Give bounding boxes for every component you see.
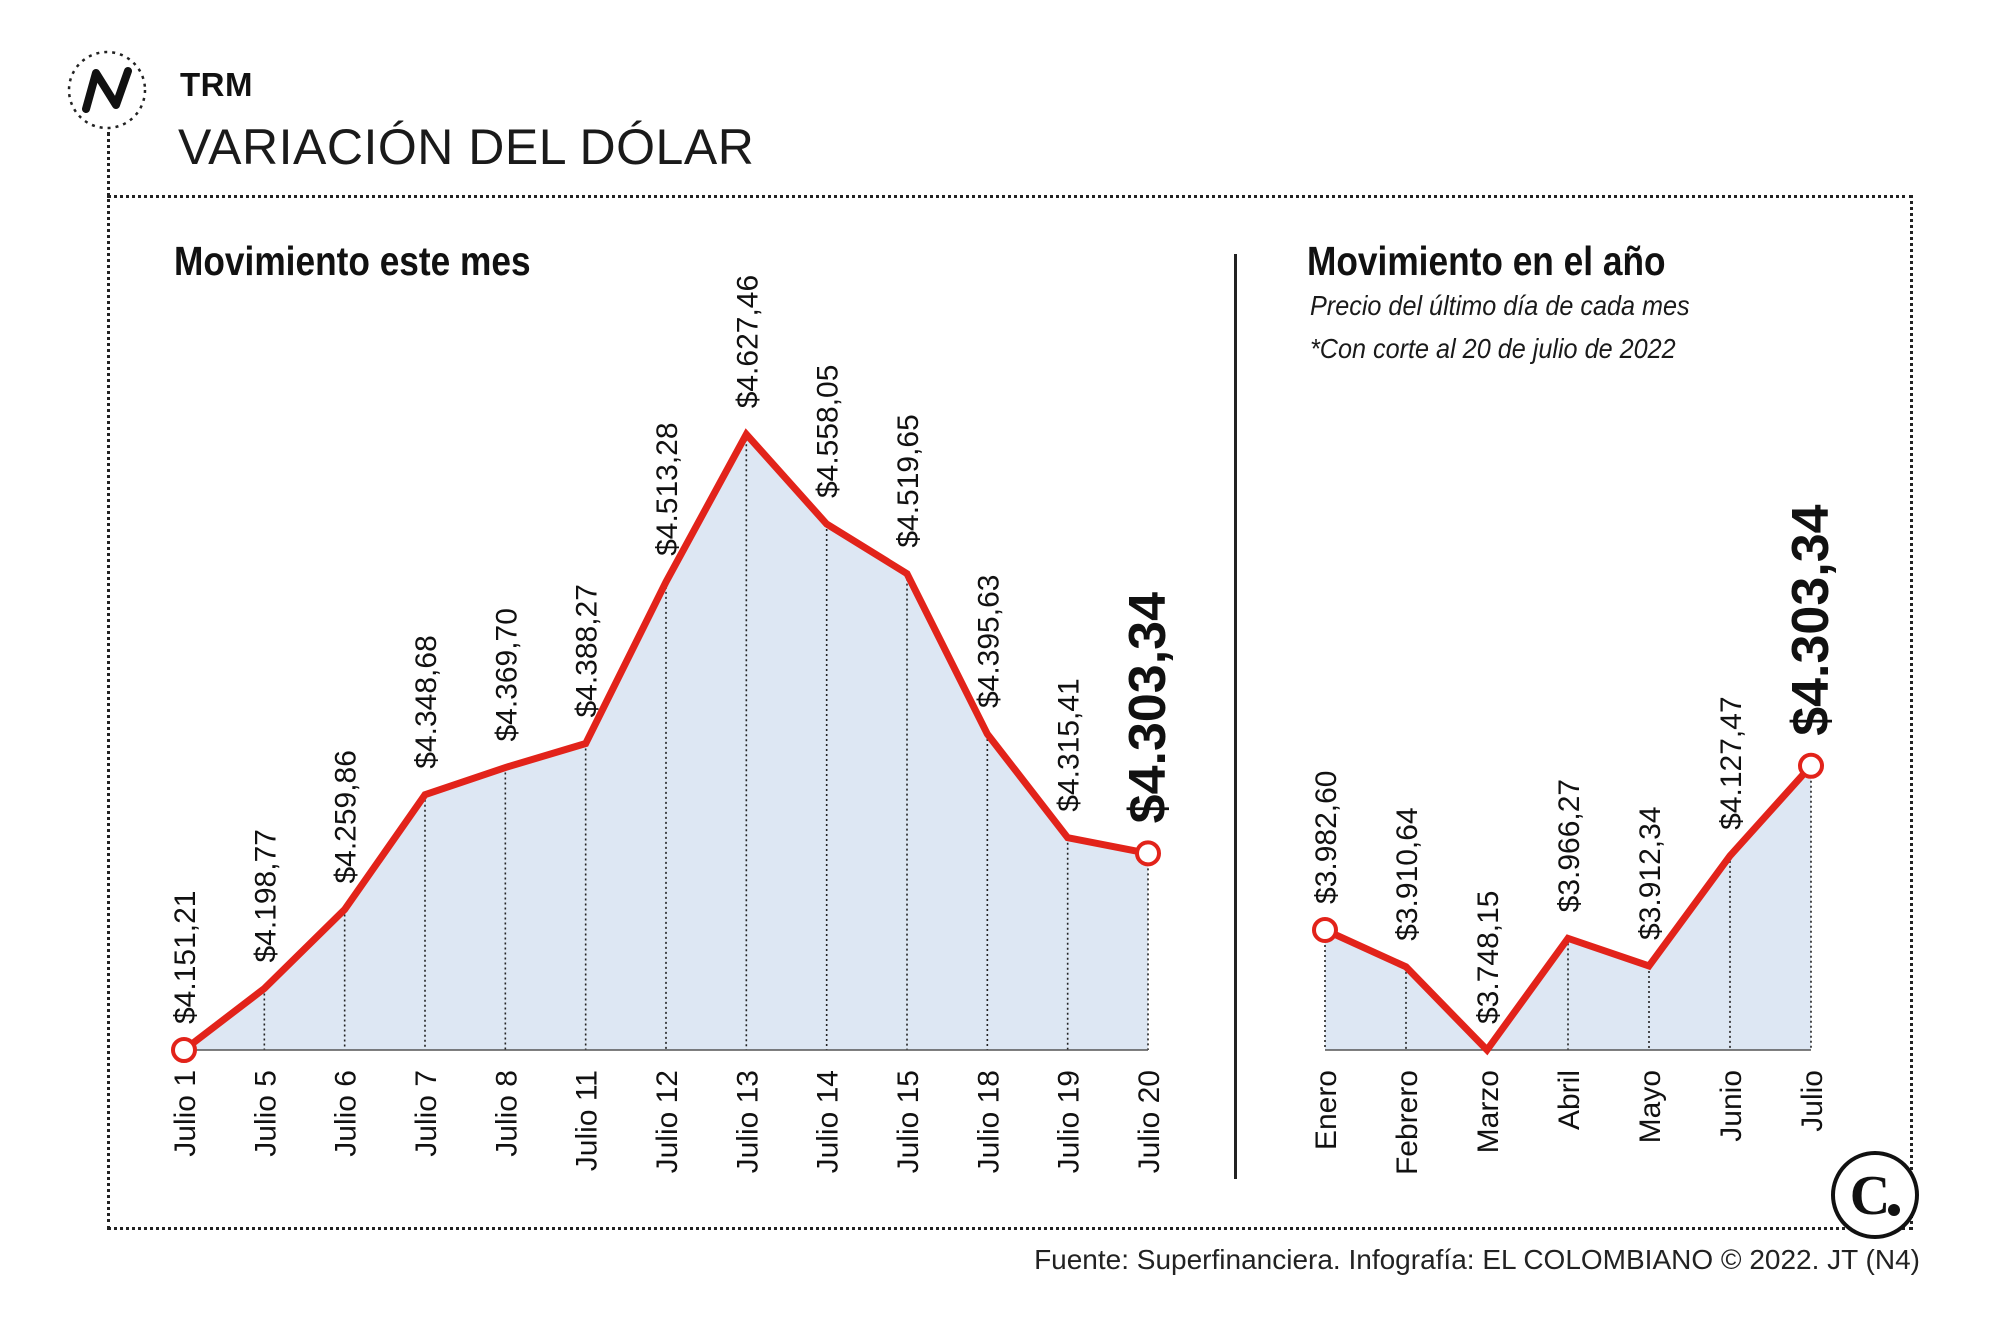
category-label: Enero: [1310, 1070, 1343, 1150]
category-label: Junio: [1715, 1070, 1748, 1142]
data-label: $4.198,77: [249, 829, 282, 962]
category-label: Julio 5: [249, 1070, 282, 1157]
data-label: $4.303,34: [1119, 592, 1177, 823]
category-label: Mayo: [1634, 1070, 1667, 1143]
data-label: $4.303,34: [1782, 504, 1840, 735]
year-chart-note: Precio del último día de cada mes: [1310, 290, 1690, 321]
data-label: $4.259,86: [330, 750, 363, 883]
year-area-chart: $3.982,60 $3.910,64 $3.748,15 $3.966,27 $3.9…: [1310, 504, 1840, 1175]
data-label: $4.519,65: [892, 414, 925, 547]
category-label: Abril: [1553, 1070, 1586, 1130]
trend-line-icon: [67, 50, 147, 130]
source-credit: Fuente: Superfinanciera. Infografía: EL …: [1034, 1244, 1920, 1275]
svg-text:C: C: [1850, 1165, 1890, 1227]
category-label: Julio 13: [731, 1070, 764, 1173]
endpoint-marker: [1798, 752, 1824, 779]
endpoint-marker: [1135, 840, 1161, 867]
el-colombiano-logo: C: [1831, 1151, 1919, 1239]
data-label: $4.395,63: [972, 575, 1005, 708]
section-kicker: TRM: [180, 66, 253, 103]
data-label: $3.966,27: [1553, 779, 1586, 912]
data-label: $3.912,34: [1634, 806, 1667, 939]
category-label: Julio: [1796, 1070, 1829, 1132]
category-label: Julio 1: [169, 1070, 202, 1157]
data-label: $4.127,47: [1715, 696, 1748, 829]
panel-divider: [1234, 254, 1237, 1179]
data-label: $4.315,41: [1053, 678, 1086, 811]
data-label: $3.982,60: [1310, 771, 1343, 904]
month-area-chart: $4.151,21 $4.198,77 $4.259,86 $4.348,68 $4.3…: [169, 275, 1177, 1174]
category-label: Julio 19: [1053, 1070, 1086, 1173]
year-chart-footnote: *Con corte al 20 de julio de 2022: [1310, 333, 1676, 364]
data-label: $4.369,70: [490, 608, 523, 741]
month-chart-title: Movimiento este mes: [174, 238, 531, 284]
category-label: Julio 7: [410, 1070, 443, 1157]
data-label: $4.388,27: [571, 584, 604, 717]
frame-border-left: [107, 132, 110, 1230]
data-label: $4.627,46: [731, 275, 764, 408]
category-label: Febrero: [1391, 1070, 1424, 1175]
page-title: VARIACIÓN DEL DÓLAR: [178, 119, 755, 175]
chart-frame: [107, 195, 1913, 1230]
category-label: Marzo: [1472, 1070, 1505, 1153]
data-label: $4.558,05: [812, 365, 845, 498]
data-label: $4.513,28: [651, 422, 684, 555]
category-label: Julio 14: [812, 1070, 845, 1173]
endpoint-marker: [1312, 916, 1338, 943]
data-label: $3.910,64: [1391, 807, 1424, 940]
series-line: [1323, 763, 1814, 1056]
category-label: Julio 6: [330, 1070, 363, 1157]
category-label: Julio 11: [571, 1070, 604, 1171]
category-label: Julio 18: [972, 1070, 1005, 1173]
endpoint-marker: [171, 1037, 197, 1063]
data-label: $4.151,21: [169, 891, 202, 1024]
series-line: [181, 428, 1149, 1053]
data-label: $4.348,68: [410, 635, 443, 768]
category-label: Julio 8: [490, 1070, 523, 1157]
category-label: Julio 12: [651, 1070, 684, 1173]
category-label: Julio 20: [1133, 1070, 1166, 1173]
data-label: $3.748,15: [1472, 891, 1505, 1024]
area-fill: [1325, 765, 1811, 1050]
category-label: Julio 15: [892, 1070, 925, 1173]
year-chart-title: Movimiento en el año: [1307, 238, 1666, 284]
